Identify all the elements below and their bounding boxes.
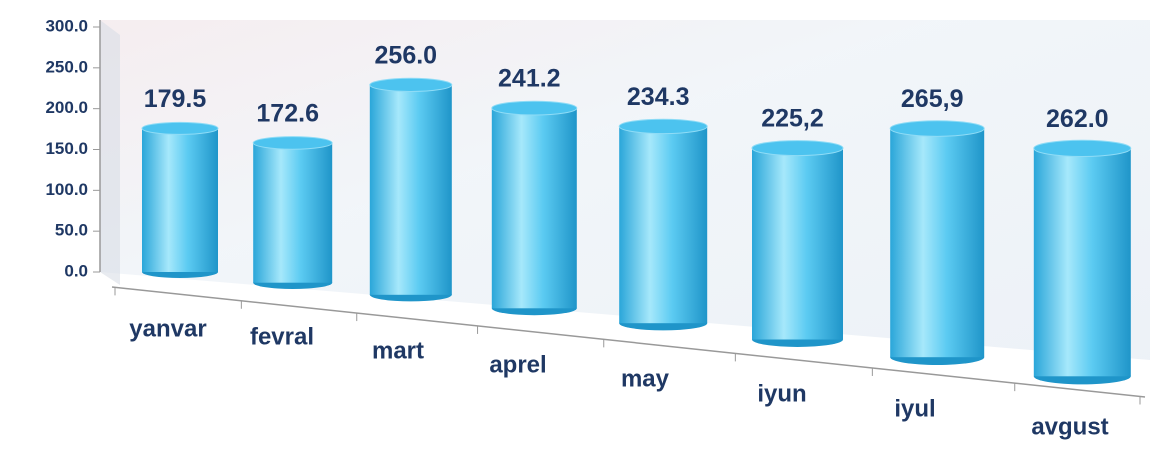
floor-edge	[111, 286, 1146, 398]
x-tick-label: avgust	[1031, 413, 1108, 440]
cylinder-top	[141, 121, 219, 135]
cylinder-top	[369, 77, 453, 92]
bar	[253, 142, 333, 283]
x-tick-label: fevral	[250, 323, 314, 350]
bar	[142, 128, 218, 272]
data-label: 225,2	[761, 105, 824, 133]
cylinder-top	[751, 140, 844, 157]
y-tick-label: 300.0	[45, 16, 88, 35]
bar	[491, 108, 577, 309]
cylinder-top	[1033, 139, 1132, 157]
x-tick-label: may	[621, 365, 670, 392]
cylinder-top	[618, 118, 708, 135]
data-label: 179.5	[144, 85, 207, 113]
side-wall	[100, 20, 120, 285]
bar	[752, 148, 843, 340]
data-label: 234.3	[627, 83, 690, 111]
x-tick-label: mart	[372, 337, 424, 364]
cylinder-top	[252, 136, 333, 150]
cylinder-top	[491, 100, 578, 116]
x-tick-label: iyun	[757, 380, 806, 407]
y-tick-label: 200.0	[45, 98, 88, 117]
y-tick-label: 250.0	[45, 57, 88, 76]
y-tick-label: 150.0	[45, 139, 88, 158]
bar	[619, 126, 708, 324]
data-label: 241.2	[498, 65, 561, 93]
cylinder-top	[889, 120, 985, 137]
x-tick-label: iyul	[894, 395, 935, 422]
data-label: 256.0	[375, 41, 438, 69]
data-label: 262.0	[1046, 105, 1109, 133]
y-tick-label: 50.0	[55, 221, 88, 240]
bar	[369, 84, 452, 295]
data-label: 265,9	[901, 85, 964, 113]
x-tick-label: yanvar	[129, 315, 206, 342]
data-label: 172.6	[256, 100, 319, 128]
x-tick-label: aprel	[489, 351, 546, 378]
y-tick-label: 100.0	[45, 180, 88, 199]
bar	[890, 128, 985, 358]
y-tick-label: 0.0	[64, 261, 88, 280]
bar	[1033, 148, 1131, 377]
